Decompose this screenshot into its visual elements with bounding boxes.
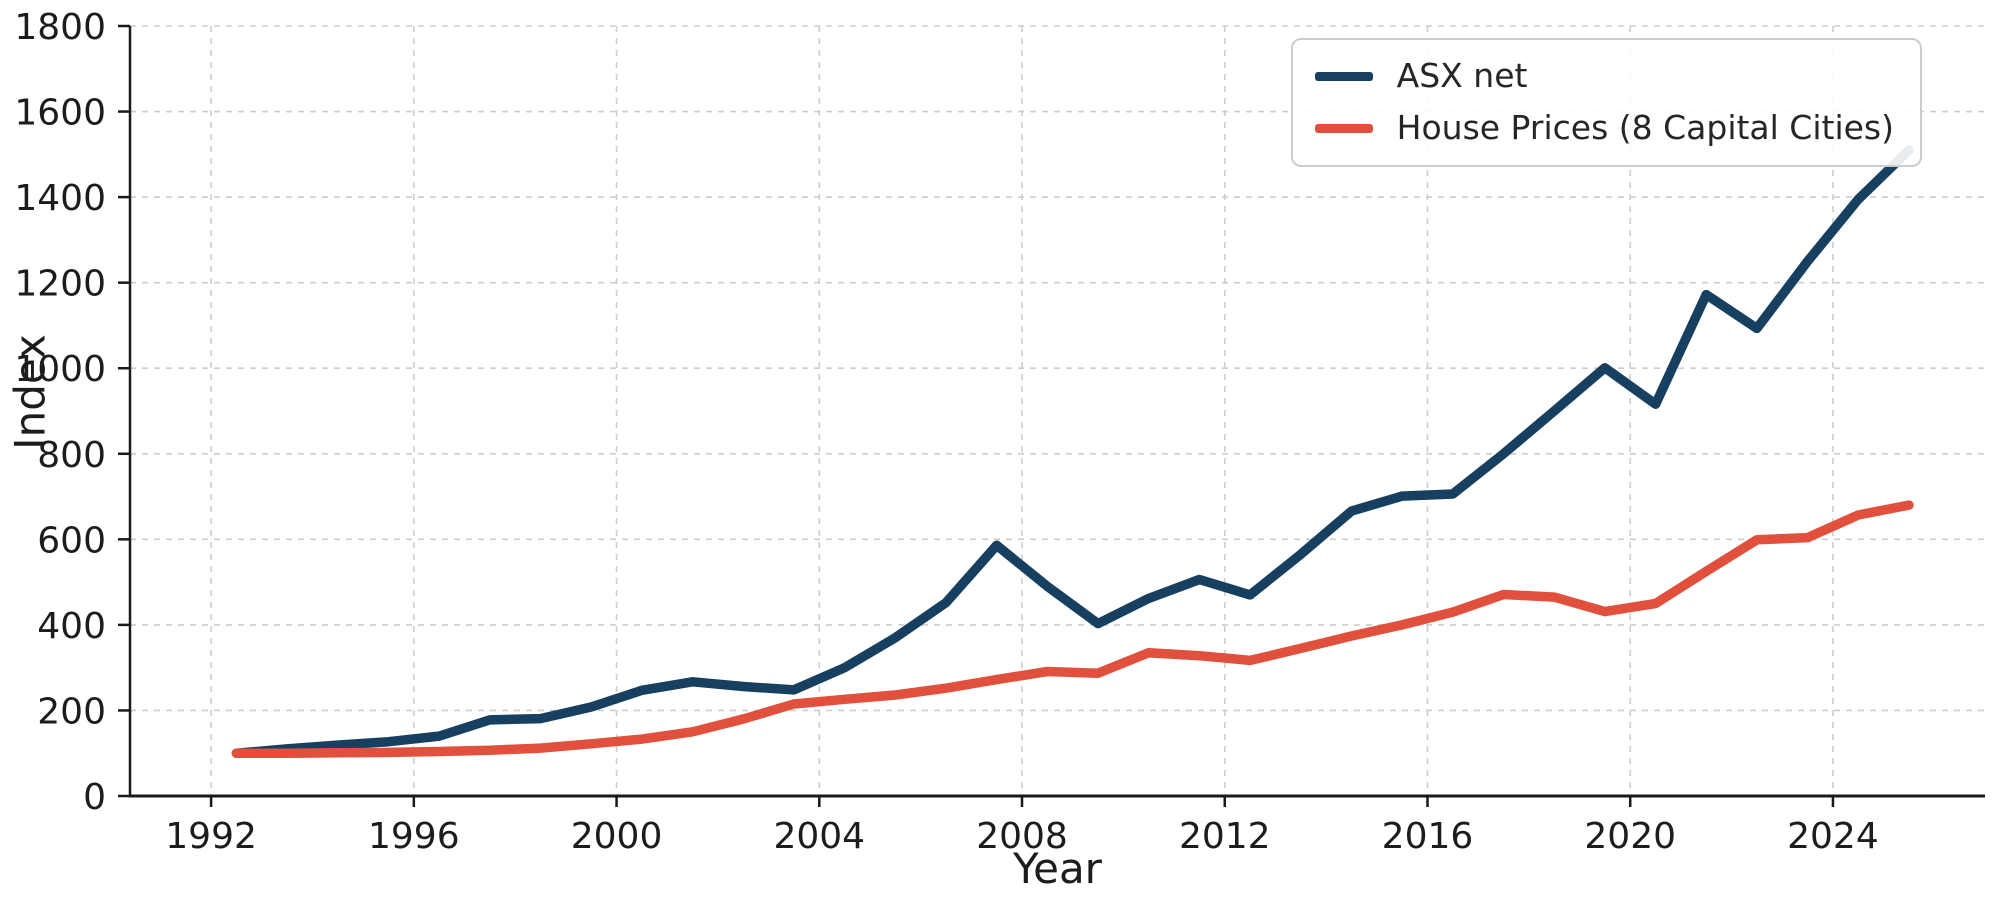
house-prices-line-swatch — [1314, 123, 1373, 133]
gridlines — [130, 25, 1985, 796]
tick-labels: 1992 1996 2000 2004 2008 2012 2016 2020 2024 0 200… — [14, 7, 1878, 857]
legend-item-house-prices: House Prices (8 Capital Cities) — [1314, 108, 1894, 148]
x-tick-label: 2024 — [1787, 816, 1879, 857]
y-tick-label: 200 — [37, 691, 106, 732]
y-tick-label: 1800 — [14, 7, 106, 48]
x-tick-label: 2012 — [1179, 816, 1271, 857]
x-tick-label: 2004 — [773, 816, 865, 857]
y-tick-label: 1600 — [14, 93, 106, 134]
legend-label: ASX net — [1396, 56, 1528, 95]
y-tick-label: 1000 — [14, 349, 106, 390]
y-tick-label: 1200 — [14, 264, 106, 305]
x-axis-title: Year — [1013, 844, 1102, 893]
axis-ticks — [118, 24, 1835, 807]
x-tick-label: 2008 — [976, 816, 1068, 857]
y-tick-label: 1400 — [14, 178, 106, 219]
asx-net-line-swatch — [1314, 71, 1373, 81]
x-tick-label: 2000 — [571, 816, 663, 857]
x-tick-label: 1996 — [368, 816, 460, 857]
x-tick-label: 2016 — [1382, 816, 1474, 857]
legend-item-asx-net: ASX net — [1314, 56, 1894, 95]
y-tick-label: 800 — [37, 435, 106, 476]
legend: ASX net House Prices (8 Capital Cities) — [1290, 38, 1922, 167]
x-tick-label: 2020 — [1584, 816, 1676, 857]
series-line-asx-net — [231, 145, 1914, 758]
legend-label: House Prices (8 Capital Cities) — [1396, 108, 1894, 148]
y-axis-title: Index — [5, 334, 55, 450]
y-tick-label: 600 — [37, 520, 106, 561]
x-tick-label: 1992 — [165, 816, 257, 857]
series-line-house-prices-8-capital-cities — [231, 500, 1914, 758]
y-tick-label: 0 — [83, 777, 106, 818]
y-tick-label: 400 — [37, 606, 106, 647]
